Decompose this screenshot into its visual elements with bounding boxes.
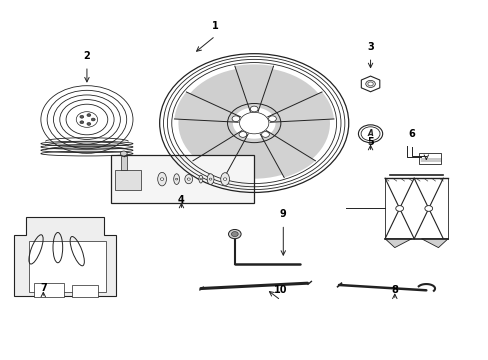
Polygon shape bbox=[421, 239, 447, 248]
Polygon shape bbox=[29, 241, 106, 292]
Bar bbox=[111, 155, 254, 203]
Circle shape bbox=[231, 231, 238, 237]
Bar bbox=[418, 153, 440, 164]
Polygon shape bbox=[178, 119, 237, 159]
Polygon shape bbox=[267, 92, 333, 122]
Polygon shape bbox=[270, 119, 329, 159]
Text: 3: 3 bbox=[366, 42, 373, 52]
Text: 5: 5 bbox=[366, 137, 373, 147]
Circle shape bbox=[175, 178, 178, 180]
Polygon shape bbox=[234, 64, 273, 112]
Circle shape bbox=[80, 121, 83, 123]
Circle shape bbox=[200, 179, 201, 180]
Circle shape bbox=[80, 115, 83, 118]
Polygon shape bbox=[174, 92, 240, 122]
Circle shape bbox=[250, 106, 258, 112]
Text: A: A bbox=[367, 129, 373, 138]
Circle shape bbox=[160, 178, 163, 180]
Circle shape bbox=[395, 206, 403, 211]
Circle shape bbox=[187, 178, 190, 180]
Ellipse shape bbox=[207, 174, 214, 184]
Polygon shape bbox=[259, 69, 318, 115]
Ellipse shape bbox=[184, 175, 192, 184]
Circle shape bbox=[261, 132, 269, 137]
Text: 9: 9 bbox=[279, 210, 286, 220]
Circle shape bbox=[87, 114, 91, 117]
Polygon shape bbox=[14, 217, 116, 296]
Text: 8: 8 bbox=[390, 285, 397, 295]
Polygon shape bbox=[225, 138, 282, 179]
Text: 7: 7 bbox=[40, 283, 46, 293]
Polygon shape bbox=[189, 69, 248, 115]
Circle shape bbox=[87, 122, 91, 125]
Circle shape bbox=[268, 116, 276, 122]
Ellipse shape bbox=[220, 173, 229, 185]
Ellipse shape bbox=[158, 172, 166, 186]
Circle shape bbox=[223, 178, 226, 180]
Polygon shape bbox=[385, 239, 411, 248]
Text: 1: 1 bbox=[212, 21, 218, 31]
Text: 6: 6 bbox=[407, 130, 414, 139]
Circle shape bbox=[209, 178, 211, 180]
Polygon shape bbox=[260, 131, 315, 177]
Ellipse shape bbox=[199, 175, 203, 183]
Text: 2: 2 bbox=[83, 51, 90, 61]
Circle shape bbox=[120, 151, 127, 156]
FancyBboxPatch shape bbox=[115, 170, 141, 190]
Text: 10: 10 bbox=[274, 285, 287, 295]
Bar bbox=[34, 283, 64, 297]
Circle shape bbox=[239, 132, 246, 137]
Circle shape bbox=[365, 80, 375, 87]
Bar bbox=[72, 285, 98, 297]
Circle shape bbox=[424, 206, 432, 211]
Circle shape bbox=[91, 118, 95, 121]
Polygon shape bbox=[193, 131, 248, 177]
Circle shape bbox=[228, 229, 241, 239]
Polygon shape bbox=[361, 76, 379, 92]
Circle shape bbox=[367, 82, 372, 86]
Circle shape bbox=[232, 116, 239, 122]
Bar bbox=[121, 156, 126, 170]
Circle shape bbox=[358, 125, 382, 143]
Ellipse shape bbox=[173, 174, 179, 184]
Text: 4: 4 bbox=[178, 195, 184, 205]
